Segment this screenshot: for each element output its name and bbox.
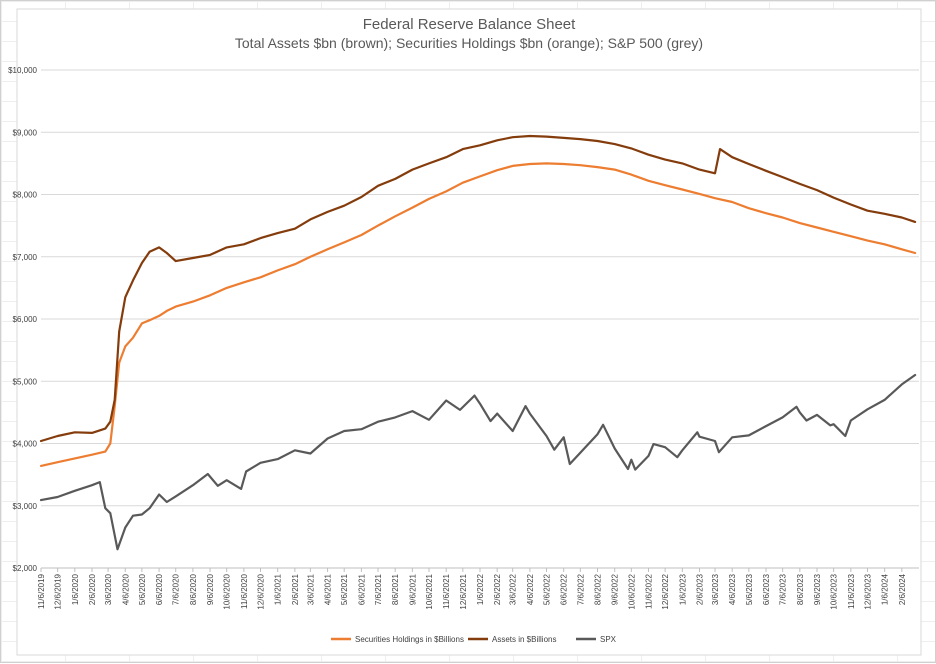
x-tick-label: 11/6/2023 bbox=[847, 573, 856, 609]
x-tick-label: 9/6/2022 bbox=[611, 573, 620, 605]
legend-label: Securities Holdings in $Billions bbox=[355, 635, 464, 644]
x-tick-label: 3/6/2023 bbox=[711, 573, 720, 605]
x-tick-label: 12/6/2019 bbox=[54, 573, 63, 609]
x-tick-label: 6/6/2022 bbox=[560, 573, 569, 605]
y-tick-label: $8,000 bbox=[13, 191, 38, 200]
x-tick-label: 11/6/2021 bbox=[442, 573, 451, 609]
y-tick-label: $3,000 bbox=[13, 502, 38, 511]
y-axis-ticks: $2,000 $3,000 $4,000 $5,000 $6,000 $7,000 $8,0… bbox=[8, 66, 37, 573]
x-tick-label: 3/6/2021 bbox=[306, 573, 315, 605]
series-lines bbox=[39, 134, 917, 551]
x-tick-label: 1/6/2024 bbox=[881, 573, 890, 605]
x-tick-label: 2/6/2022 bbox=[493, 573, 502, 605]
y-tick-label: $2,000 bbox=[13, 564, 38, 573]
x-axis-ticks: 11/6/2019 12/6/2019 1/6/2020 2/6/2020 3/6/20… bbox=[37, 568, 907, 610]
legend-label: SPX bbox=[600, 635, 617, 644]
x-tick-label: 4/6/2022 bbox=[526, 573, 535, 605]
x-tick-label: 5/6/2020 bbox=[138, 573, 147, 605]
x-tick-label: 5/6/2022 bbox=[543, 573, 552, 605]
x-tick-label: 9/6/2020 bbox=[206, 573, 215, 605]
chart-title: Federal Reserve Balance Sheet bbox=[363, 16, 576, 33]
x-tick-label: 2/6/2020 bbox=[88, 573, 97, 605]
x-tick-label: 5/6/2023 bbox=[745, 573, 754, 605]
x-tick-label: 8/6/2023 bbox=[796, 573, 805, 605]
x-tick-label: 12/6/2023 bbox=[863, 573, 872, 609]
x-tick-label: 4/6/2020 bbox=[121, 573, 130, 605]
x-tick-label: 4/6/2023 bbox=[728, 573, 737, 605]
chart-subtitle: Total Assets $bn (brown); Securities Hol… bbox=[235, 35, 703, 51]
x-tick-label: 2/6/2023 bbox=[696, 573, 705, 605]
legend: Securities Holdings in $Billions Assets i… bbox=[331, 635, 617, 644]
x-tick-label: 7/6/2021 bbox=[374, 573, 383, 605]
x-tick-label: 4/6/2021 bbox=[324, 573, 333, 605]
x-tick-label: 2/6/2021 bbox=[291, 573, 300, 605]
x-tick-label: 1/6/2020 bbox=[71, 573, 80, 605]
x-tick-label: 1/6/2022 bbox=[476, 573, 485, 605]
x-tick-label: 10/6/2023 bbox=[830, 573, 839, 609]
x-tick-label: 11/6/2020 bbox=[240, 573, 249, 609]
series-line bbox=[39, 162, 917, 467]
x-tick-label: 7/6/2023 bbox=[779, 573, 788, 605]
y-tick-label: $6,000 bbox=[13, 315, 38, 324]
y-tick-label: $9,000 bbox=[13, 128, 38, 137]
x-tick-label: 2/6/2024 bbox=[898, 573, 907, 605]
y-tick-label: $10,000 bbox=[8, 66, 37, 75]
x-tick-label: 6/6/2021 bbox=[357, 573, 366, 605]
chart-area bbox=[16, 8, 922, 656]
x-tick-label: 10/6/2021 bbox=[425, 573, 434, 609]
x-tick-label: 9/6/2023 bbox=[813, 573, 822, 605]
series-line bbox=[39, 373, 917, 551]
x-tick-label: 12/6/2022 bbox=[661, 573, 670, 609]
y-tick-label: $5,000 bbox=[13, 377, 38, 386]
x-tick-label: 12/6/2021 bbox=[459, 573, 468, 609]
legend-label: Assets in $Billions bbox=[492, 635, 556, 644]
x-tick-label: 11/6/2019 bbox=[37, 573, 46, 609]
x-tick-label: 7/6/2022 bbox=[576, 573, 585, 605]
x-tick-label: 10/6/2020 bbox=[223, 573, 232, 609]
x-tick-label: 11/6/2022 bbox=[645, 573, 654, 609]
x-tick-label: 12/6/2020 bbox=[257, 573, 266, 609]
x-tick-label: 8/6/2021 bbox=[391, 573, 400, 605]
x-tick-label: 6/6/2020 bbox=[155, 573, 164, 605]
x-tick-label: 6/6/2023 bbox=[762, 573, 771, 605]
x-tick-label: 8/6/2022 bbox=[594, 573, 603, 605]
x-tick-label: 10/6/2022 bbox=[627, 573, 636, 609]
x-tick-label: 3/6/2022 bbox=[509, 573, 518, 605]
y-tick-label: $7,000 bbox=[13, 253, 38, 262]
series-line bbox=[39, 134, 917, 443]
x-tick-label: 9/6/2021 bbox=[408, 573, 417, 605]
x-tick-label: 8/6/2020 bbox=[189, 573, 198, 605]
x-tick-label: 5/6/2021 bbox=[340, 573, 349, 605]
x-tick-label: 1/6/2021 bbox=[274, 573, 283, 605]
x-tick-label: 3/6/2020 bbox=[104, 573, 113, 605]
gridlines bbox=[41, 69, 919, 569]
y-tick-label: $4,000 bbox=[13, 440, 38, 449]
x-tick-label: 7/6/2020 bbox=[172, 573, 181, 605]
x-tick-label: 1/6/2023 bbox=[678, 573, 687, 605]
